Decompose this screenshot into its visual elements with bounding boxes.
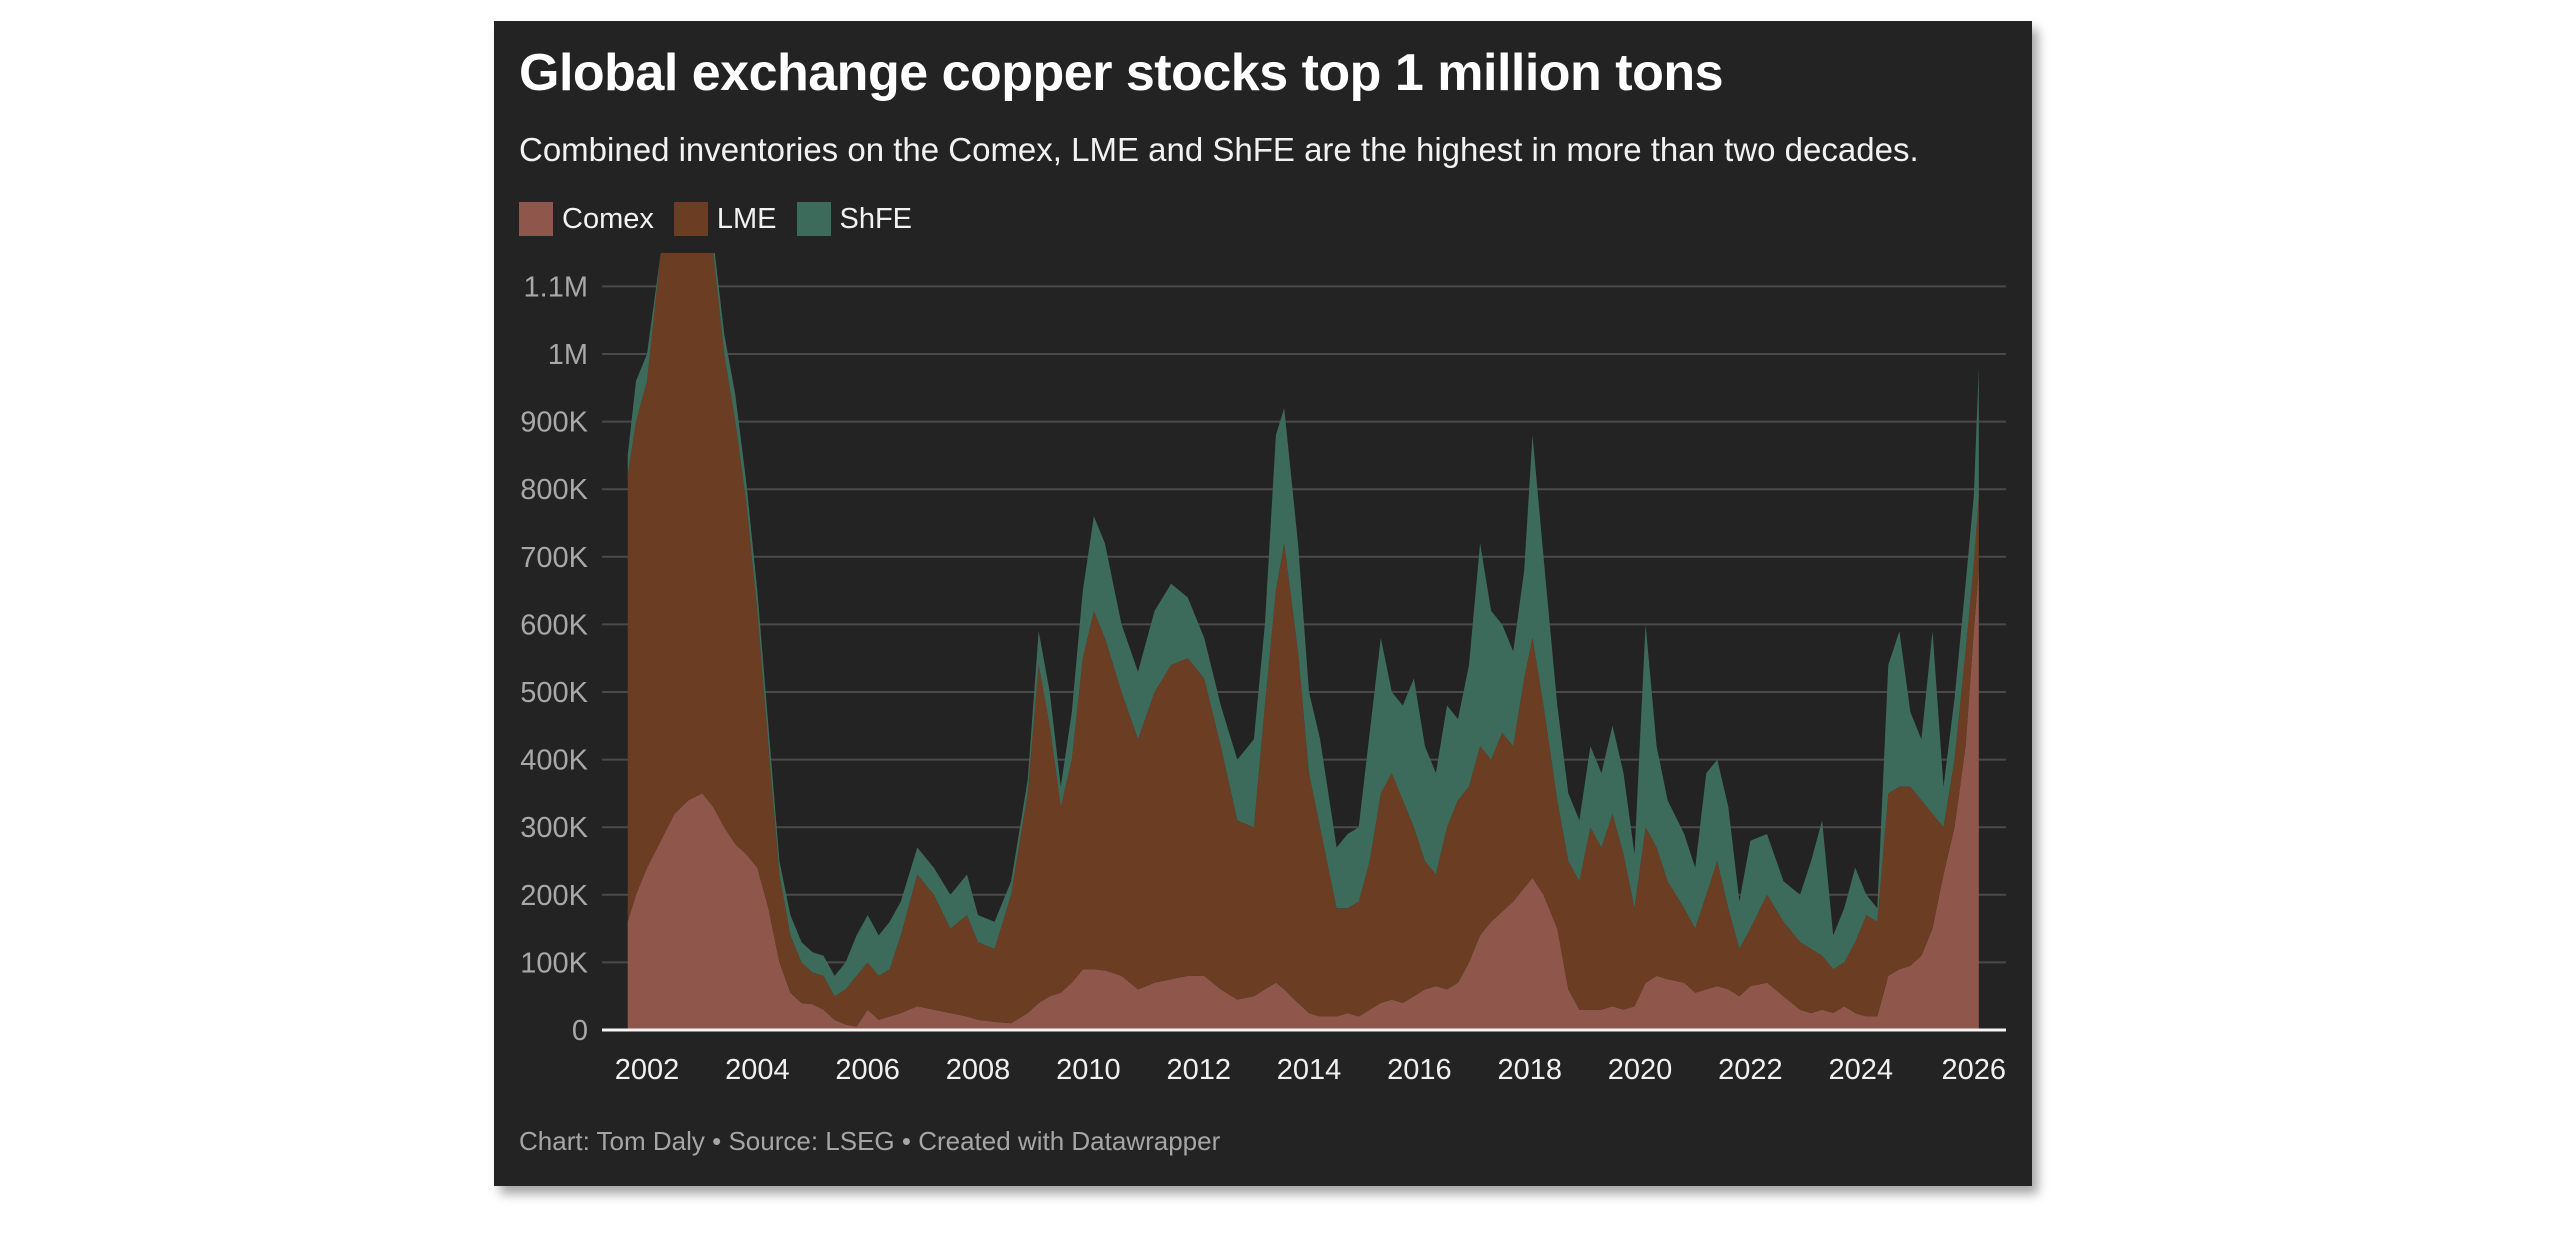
legend-item-comex: Comex: [519, 202, 654, 236]
x-tick-label: 2016: [1387, 1054, 1452, 1086]
legend-swatch-shfe: [796, 202, 831, 236]
legend-item-lme: LME: [673, 202, 777, 236]
y-tick-label: 1M: [548, 339, 588, 371]
x-tick-label: 2020: [1608, 1054, 1673, 1086]
x-tick-label: 2022: [1718, 1054, 1783, 1086]
y-tick-label: 800K: [520, 474, 588, 506]
y-tick-label: 500K: [520, 677, 588, 709]
chart-title: Global exchange copper stocks top 1 mill…: [519, 44, 1724, 102]
chart-card: Global exchange copper stocks top 1 mill…: [494, 21, 2032, 1186]
x-tick-label: 2024: [1828, 1054, 1893, 1086]
y-tick-label: 0: [572, 1015, 588, 1047]
legend-label-comex: Comex: [562, 202, 654, 235]
legend-swatch-comex: [519, 202, 553, 236]
y-tick-label: 200K: [520, 880, 588, 912]
x-tick-label: 2010: [1056, 1054, 1121, 1086]
chart-subtitle: Combined inventories on the Comex, LME a…: [519, 131, 1919, 168]
y-tick-label: 100K: [520, 947, 588, 979]
area-shfe: [627, 253, 1979, 997]
y-tick-label: 900K: [520, 407, 588, 439]
x-tick-label: 2004: [725, 1054, 790, 1086]
stacked-area-chart: 0 100K 200K 300K 400K 500K 600K 700K 800K 900K 1M 1…: [520, 253, 2006, 1086]
y-tick-label: 300K: [520, 812, 588, 844]
y-tick-label: 400K: [520, 745, 588, 777]
x-tick-label: 2018: [1497, 1054, 1562, 1086]
area-comex: [627, 570, 1979, 1030]
legend-item-shfe: ShFE: [796, 202, 913, 236]
legend-label-shfe: ShFE: [839, 202, 913, 235]
y-tick-label: 700K: [520, 542, 588, 574]
legend-swatch-lme: [673, 202, 708, 236]
axes: 0 100K 200K 300K 400K 500K 600K 700K 800K 900K 1M 1…: [520, 271, 2006, 1086]
chart-footer-credit: Chart: Tom Daly • Source: LSEG • Created…: [519, 1126, 1221, 1156]
x-tick-label: 2026: [1941, 1054, 2006, 1086]
area-lme: [627, 253, 1979, 1027]
x-tick-label: 2012: [1166, 1054, 1231, 1086]
y-tick-label: 1.1M: [524, 271, 588, 303]
legend-label-lme: LME: [716, 202, 777, 235]
areas: [627, 253, 1979, 1030]
x-tick-label: 2014: [1277, 1054, 1342, 1086]
x-tick-label: 2006: [835, 1054, 900, 1086]
legend: Comex LME ShFE: [519, 202, 932, 236]
x-tick-label: 2008: [946, 1054, 1011, 1086]
x-tick-label: 2002: [615, 1054, 680, 1086]
y-tick-label: 600K: [520, 609, 588, 641]
